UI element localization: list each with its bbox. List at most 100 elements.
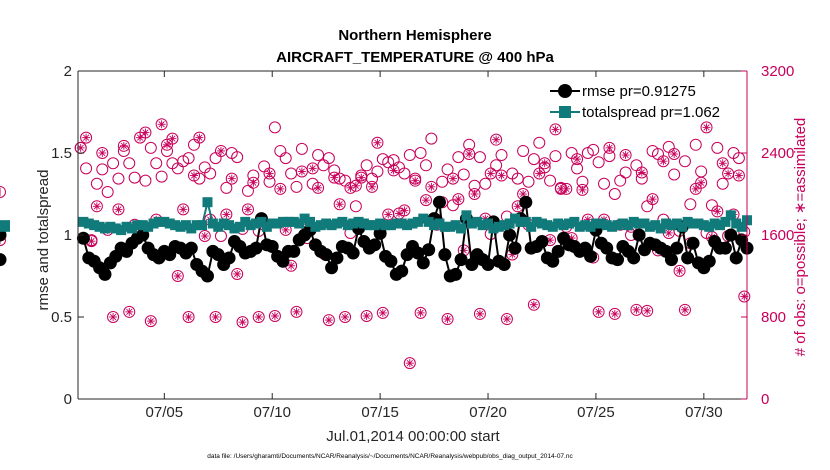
obs-assimilated-marker: [155, 118, 168, 131]
obs-assimilated-marker: [490, 133, 503, 146]
totalspread-point: [218, 218, 229, 229]
obs-possible-marker: [527, 153, 540, 166]
obs-possible-marker: [511, 172, 524, 185]
y-left-tick-label: 0.5: [51, 309, 72, 326]
obs-possible-circle: [490, 159, 503, 172]
obs-assimilated-circle: [527, 298, 540, 311]
obs-assimilated-stroke: [379, 309, 386, 317]
obs-possible-circle: [139, 174, 152, 187]
obs-possible-marker: [150, 157, 163, 170]
totalspread-point: [364, 220, 375, 231]
obs-assimilated-stroke: [271, 312, 279, 320]
rmse-point: [546, 254, 560, 268]
obs-possible-marker: [268, 121, 281, 134]
obs-possible-circle: [80, 162, 93, 175]
obs-assimilated-stroke: [341, 313, 349, 321]
rmse-point: [449, 267, 463, 281]
obs-possible-marker: [182, 152, 195, 165]
totalspread-point: [456, 223, 467, 234]
obs-assimilated-circle: [263, 167, 276, 180]
totalspread-point: [369, 220, 380, 231]
obs-assimilated-marker: [484, 167, 497, 180]
obs-assimilated-circle: [463, 148, 476, 161]
obs-assimilated-stroke: [234, 270, 241, 278]
obs-possible-marker: [112, 172, 125, 185]
totalspread-point: [337, 216, 348, 227]
obs-assimilated-stroke: [201, 232, 208, 240]
obs-assimilated-circle: [80, 131, 93, 144]
obs-assimilated-circle: [247, 176, 260, 189]
obs-possible-marker: [107, 157, 120, 170]
obs-assimilated-stroke: [368, 183, 376, 190]
rmse-point: [503, 228, 517, 242]
obs-assimilated-circle: [177, 203, 190, 216]
totalspread-point: [688, 218, 699, 229]
obs-assimilated-marker: [193, 131, 206, 144]
obs-possible-circle: [123, 157, 136, 170]
rmse-point: [319, 248, 333, 262]
obs-assimilated-marker: [603, 141, 616, 154]
rmse-point: [287, 244, 301, 258]
totalspread-point: [153, 216, 164, 227]
obs-possible-marker: [436, 175, 449, 188]
obs-assimilated-stroke: [185, 313, 192, 321]
totalspread-point: [202, 197, 213, 208]
totalspread-point: [310, 221, 321, 232]
y-right-tick-label: 0: [761, 391, 769, 408]
obs-assimilated-circle: [446, 172, 459, 185]
obs-assimilated-marker: [695, 176, 708, 189]
obs-possible-circle: [452, 151, 465, 164]
totalspread-point: [78, 216, 89, 227]
obs-assimilated-circle: [171, 270, 184, 282]
obs-assimilated-circle: [538, 157, 551, 170]
obs-assimilated-stroke: [741, 293, 748, 300]
obs-assimilated-stroke: [158, 121, 165, 128]
obs-assimilated-marker: [312, 181, 325, 194]
totalspread-point: [666, 220, 677, 231]
obs-assimilated-marker: [538, 157, 551, 170]
totalspread-point: [709, 218, 720, 229]
rmse-point: [432, 195, 446, 209]
obs-assimilated-circle: [700, 121, 713, 134]
obs-possible-marker: [479, 177, 492, 190]
obs-assimilated-marker: [112, 203, 125, 216]
rmse-point: [76, 231, 90, 245]
obs-assimilated-circle: [716, 157, 729, 170]
obs-assimilated-stroke: [385, 211, 392, 218]
totalspread-point: [89, 220, 100, 231]
obs-possible-marker: [414, 147, 427, 159]
totalspread-point: [617, 218, 628, 229]
obs-assimilated-marker: [387, 164, 400, 177]
obs-assimilated-circle: [268, 309, 281, 322]
legend: rmse pr=0.91275 totalspread pr=1.062: [550, 83, 720, 121]
totalspread-point: [585, 221, 596, 232]
obs-assimilated-circle: [117, 139, 130, 152]
obs-assimilated-circle: [592, 305, 605, 318]
rmse-point: [519, 195, 533, 209]
x-tick-label: 07/25: [577, 404, 615, 421]
obs-assimilated-circle: [231, 267, 244, 280]
obs-possible-circle: [457, 168, 470, 181]
obs-assimilated-stroke: [681, 306, 689, 313]
obs-assimilated-stroke: [196, 134, 203, 141]
rmse-point: [702, 254, 716, 268]
obs-assimilated-stroke: [142, 129, 149, 136]
obs-assimilated-marker: [576, 183, 589, 196]
obs-assimilated-stroke: [676, 267, 683, 274]
rmse-point: [211, 248, 225, 262]
rmse-point: [632, 228, 646, 242]
obs-assimilated-stroke: [358, 174, 365, 181]
obs-assimilated-marker: [738, 290, 751, 303]
rmse-point: [681, 251, 695, 265]
obs-assimilated-marker: [463, 148, 476, 161]
totalspread-point: [126, 223, 137, 234]
obs-assimilated-stroke: [115, 206, 122, 213]
obs-possible-circle: [231, 151, 244, 164]
obs-assimilated-marker: [398, 204, 411, 217]
obs-assimilated-stroke: [735, 172, 743, 179]
totalspread-point: [731, 218, 742, 229]
obs-assimilated-stroke: [633, 306, 640, 313]
obs-assimilated-stroke: [595, 308, 602, 315]
totalspread-point: [278, 216, 289, 227]
rmse-point: [184, 241, 198, 255]
